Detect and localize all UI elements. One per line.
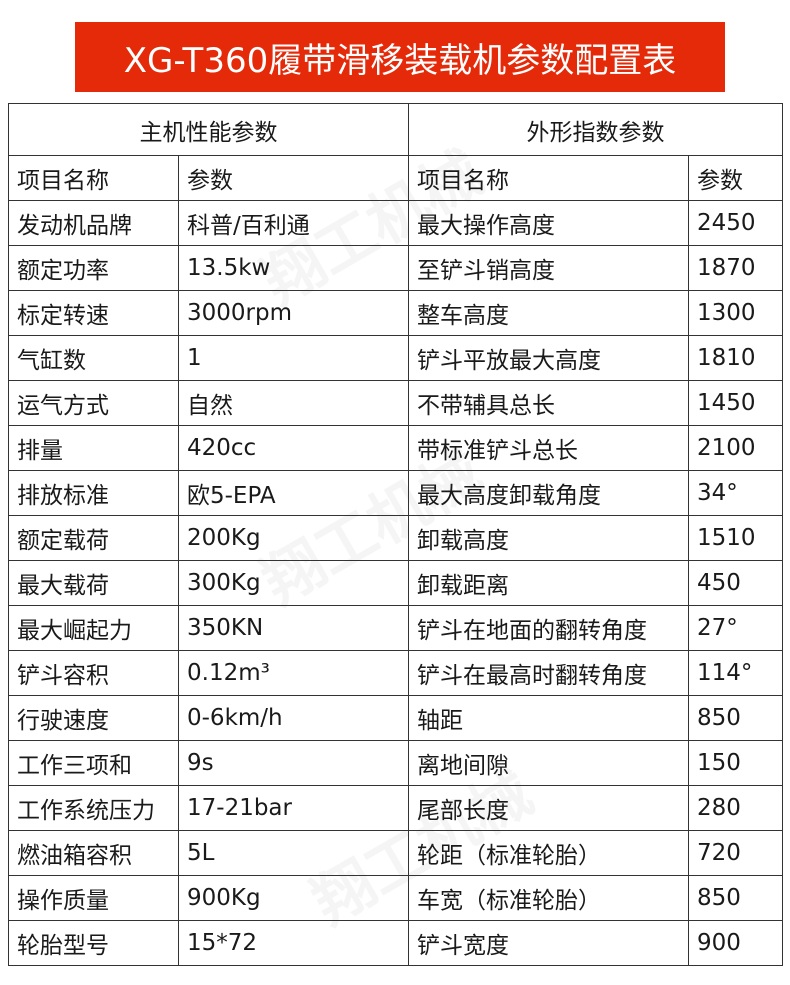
dimension-name: 不带辅具总长 bbox=[408, 380, 689, 426]
table-row: 工作系统压力 17-21bar 尾部长度 280 bbox=[8, 785, 783, 831]
table-row: 轮胎型号 15*72 铲斗宽度 900 bbox=[8, 920, 783, 966]
item-name: 燃油箱容积 bbox=[8, 830, 179, 876]
item-name: 行驶速度 bbox=[8, 695, 179, 741]
dimension-value: 850 bbox=[688, 875, 783, 921]
dimension-value: 114° bbox=[688, 650, 783, 696]
item-name: 轮胎型号 bbox=[8, 920, 179, 966]
column-header-row: 项目名称 参数 项目名称 参数 bbox=[8, 155, 783, 201]
group-header-performance: 主机性能参数 bbox=[8, 103, 409, 156]
item-value: 420cc bbox=[178, 425, 409, 471]
dimension-value: 150 bbox=[688, 740, 783, 786]
item-value: 欧5-EPA bbox=[178, 470, 409, 516]
table-row: 操作质量 900Kg 车宽（标准轮胎） 850 bbox=[8, 875, 783, 921]
item-name: 排量 bbox=[8, 425, 179, 471]
dimension-name: 轮距（标准轮胎） bbox=[408, 830, 689, 876]
table-row: 铲斗容积 0.12m³ 铲斗在最高时翻转角度 114° bbox=[8, 650, 783, 696]
item-name: 标定转速 bbox=[8, 290, 179, 336]
spec-table: 主机性能参数 外形指数参数 项目名称 参数 项目名称 参数 发动机品牌 科普/百利… bbox=[8, 103, 783, 966]
dimension-name: 卸载高度 bbox=[408, 515, 689, 561]
group-header-row: 主机性能参数 外形指数参数 bbox=[8, 103, 783, 156]
dimension-name: 整车高度 bbox=[408, 290, 689, 336]
column-header: 参数 bbox=[178, 155, 409, 201]
table-row: 气缸数 1 铲斗平放最大高度 1810 bbox=[8, 335, 783, 381]
dimension-value: 850 bbox=[688, 695, 783, 741]
item-value: 自然 bbox=[178, 380, 409, 426]
item-value: 13.5kw bbox=[178, 245, 409, 291]
table-row: 最大崛起力 350KN 铲斗在地面的翻转角度 27° bbox=[8, 605, 783, 651]
item-name: 运气方式 bbox=[8, 380, 179, 426]
table-row: 排量 420cc 带标准铲斗总长 2100 bbox=[8, 425, 783, 471]
column-header: 参数 bbox=[688, 155, 783, 201]
item-value: 科普/百利通 bbox=[178, 200, 409, 246]
table-row: 运气方式 自然 不带辅具总长 1450 bbox=[8, 380, 783, 426]
dimension-name: 铲斗宽度 bbox=[408, 920, 689, 966]
item-name: 工作系统压力 bbox=[8, 785, 179, 831]
dimension-name: 最大高度卸载角度 bbox=[408, 470, 689, 516]
dimension-name: 轴距 bbox=[408, 695, 689, 741]
table-row: 排放标准 欧5-EPA 最大高度卸载角度 34° bbox=[8, 470, 783, 516]
column-header: 项目名称 bbox=[8, 155, 179, 201]
item-name: 铲斗容积 bbox=[8, 650, 179, 696]
item-value: 3000rpm bbox=[178, 290, 409, 336]
table-row: 工作三项和 9s 离地间隙 150 bbox=[8, 740, 783, 786]
dimension-value: 1510 bbox=[688, 515, 783, 561]
dimension-value: 1300 bbox=[688, 290, 783, 336]
item-name: 气缸数 bbox=[8, 335, 179, 381]
item-name: 最大载荷 bbox=[8, 560, 179, 606]
item-name: 操作质量 bbox=[8, 875, 179, 921]
dimension-name: 铲斗在最高时翻转角度 bbox=[408, 650, 689, 696]
dimension-name: 尾部长度 bbox=[408, 785, 689, 831]
item-name: 工作三项和 bbox=[8, 740, 179, 786]
dimension-name: 离地间隙 bbox=[408, 740, 689, 786]
dimension-value: 27° bbox=[688, 605, 783, 651]
column-header: 项目名称 bbox=[408, 155, 689, 201]
dimension-name: 最大操作高度 bbox=[408, 200, 689, 246]
dimension-value: 1810 bbox=[688, 335, 783, 381]
dimension-name: 带标准铲斗总长 bbox=[408, 425, 689, 471]
item-value: 900Kg bbox=[178, 875, 409, 921]
item-value: 350KN bbox=[178, 605, 409, 651]
dimension-name: 铲斗平放最大高度 bbox=[408, 335, 689, 381]
table-row: 标定转速 3000rpm 整车高度 1300 bbox=[8, 290, 783, 336]
dimension-name: 至铲斗销高度 bbox=[408, 245, 689, 291]
item-value: 9s bbox=[178, 740, 409, 786]
table-row: 燃油箱容积 5L 轮距（标准轮胎） 720 bbox=[8, 830, 783, 876]
dimension-name: 铲斗在地面的翻转角度 bbox=[408, 605, 689, 651]
item-name: 额定功率 bbox=[8, 245, 179, 291]
table-row: 发动机品牌 科普/百利通 最大操作高度 2450 bbox=[8, 200, 783, 246]
dimension-value: 450 bbox=[688, 560, 783, 606]
dimension-value: 34° bbox=[688, 470, 783, 516]
dimension-name: 车宽（标准轮胎） bbox=[408, 875, 689, 921]
dimension-value: 1870 bbox=[688, 245, 783, 291]
item-value: 15*72 bbox=[178, 920, 409, 966]
item-value: 1 bbox=[178, 335, 409, 381]
table-row: 最大载荷 300Kg 卸载距离 450 bbox=[8, 560, 783, 606]
table-row: 行驶速度 0-6km/h 轴距 850 bbox=[8, 695, 783, 741]
item-name: 额定载荷 bbox=[8, 515, 179, 561]
item-value: 200Kg bbox=[178, 515, 409, 561]
dimension-value: 2100 bbox=[688, 425, 783, 471]
item-value: 0.12m³ bbox=[178, 650, 409, 696]
group-header-dimensions: 外形指数参数 bbox=[408, 103, 783, 156]
item-name: 发动机品牌 bbox=[8, 200, 179, 246]
dimension-value: 2450 bbox=[688, 200, 783, 246]
item-name: 最大崛起力 bbox=[8, 605, 179, 651]
item-value: 5L bbox=[178, 830, 409, 876]
dimension-value: 720 bbox=[688, 830, 783, 876]
dimension-value: 1450 bbox=[688, 380, 783, 426]
item-name: 排放标准 bbox=[8, 470, 179, 516]
dimension-value: 280 bbox=[688, 785, 783, 831]
item-value: 300Kg bbox=[178, 560, 409, 606]
table-row: 额定功率 13.5kw 至铲斗销高度 1870 bbox=[8, 245, 783, 291]
dimension-name: 卸载距离 bbox=[408, 560, 689, 606]
page-title: XG-T360履带滑移装载机参数配置表 bbox=[75, 22, 725, 92]
item-value: 0-6km/h bbox=[178, 695, 409, 741]
dimension-value: 900 bbox=[688, 920, 783, 966]
item-value: 17-21bar bbox=[178, 785, 409, 831]
table-row: 额定载荷 200Kg 卸载高度 1510 bbox=[8, 515, 783, 561]
